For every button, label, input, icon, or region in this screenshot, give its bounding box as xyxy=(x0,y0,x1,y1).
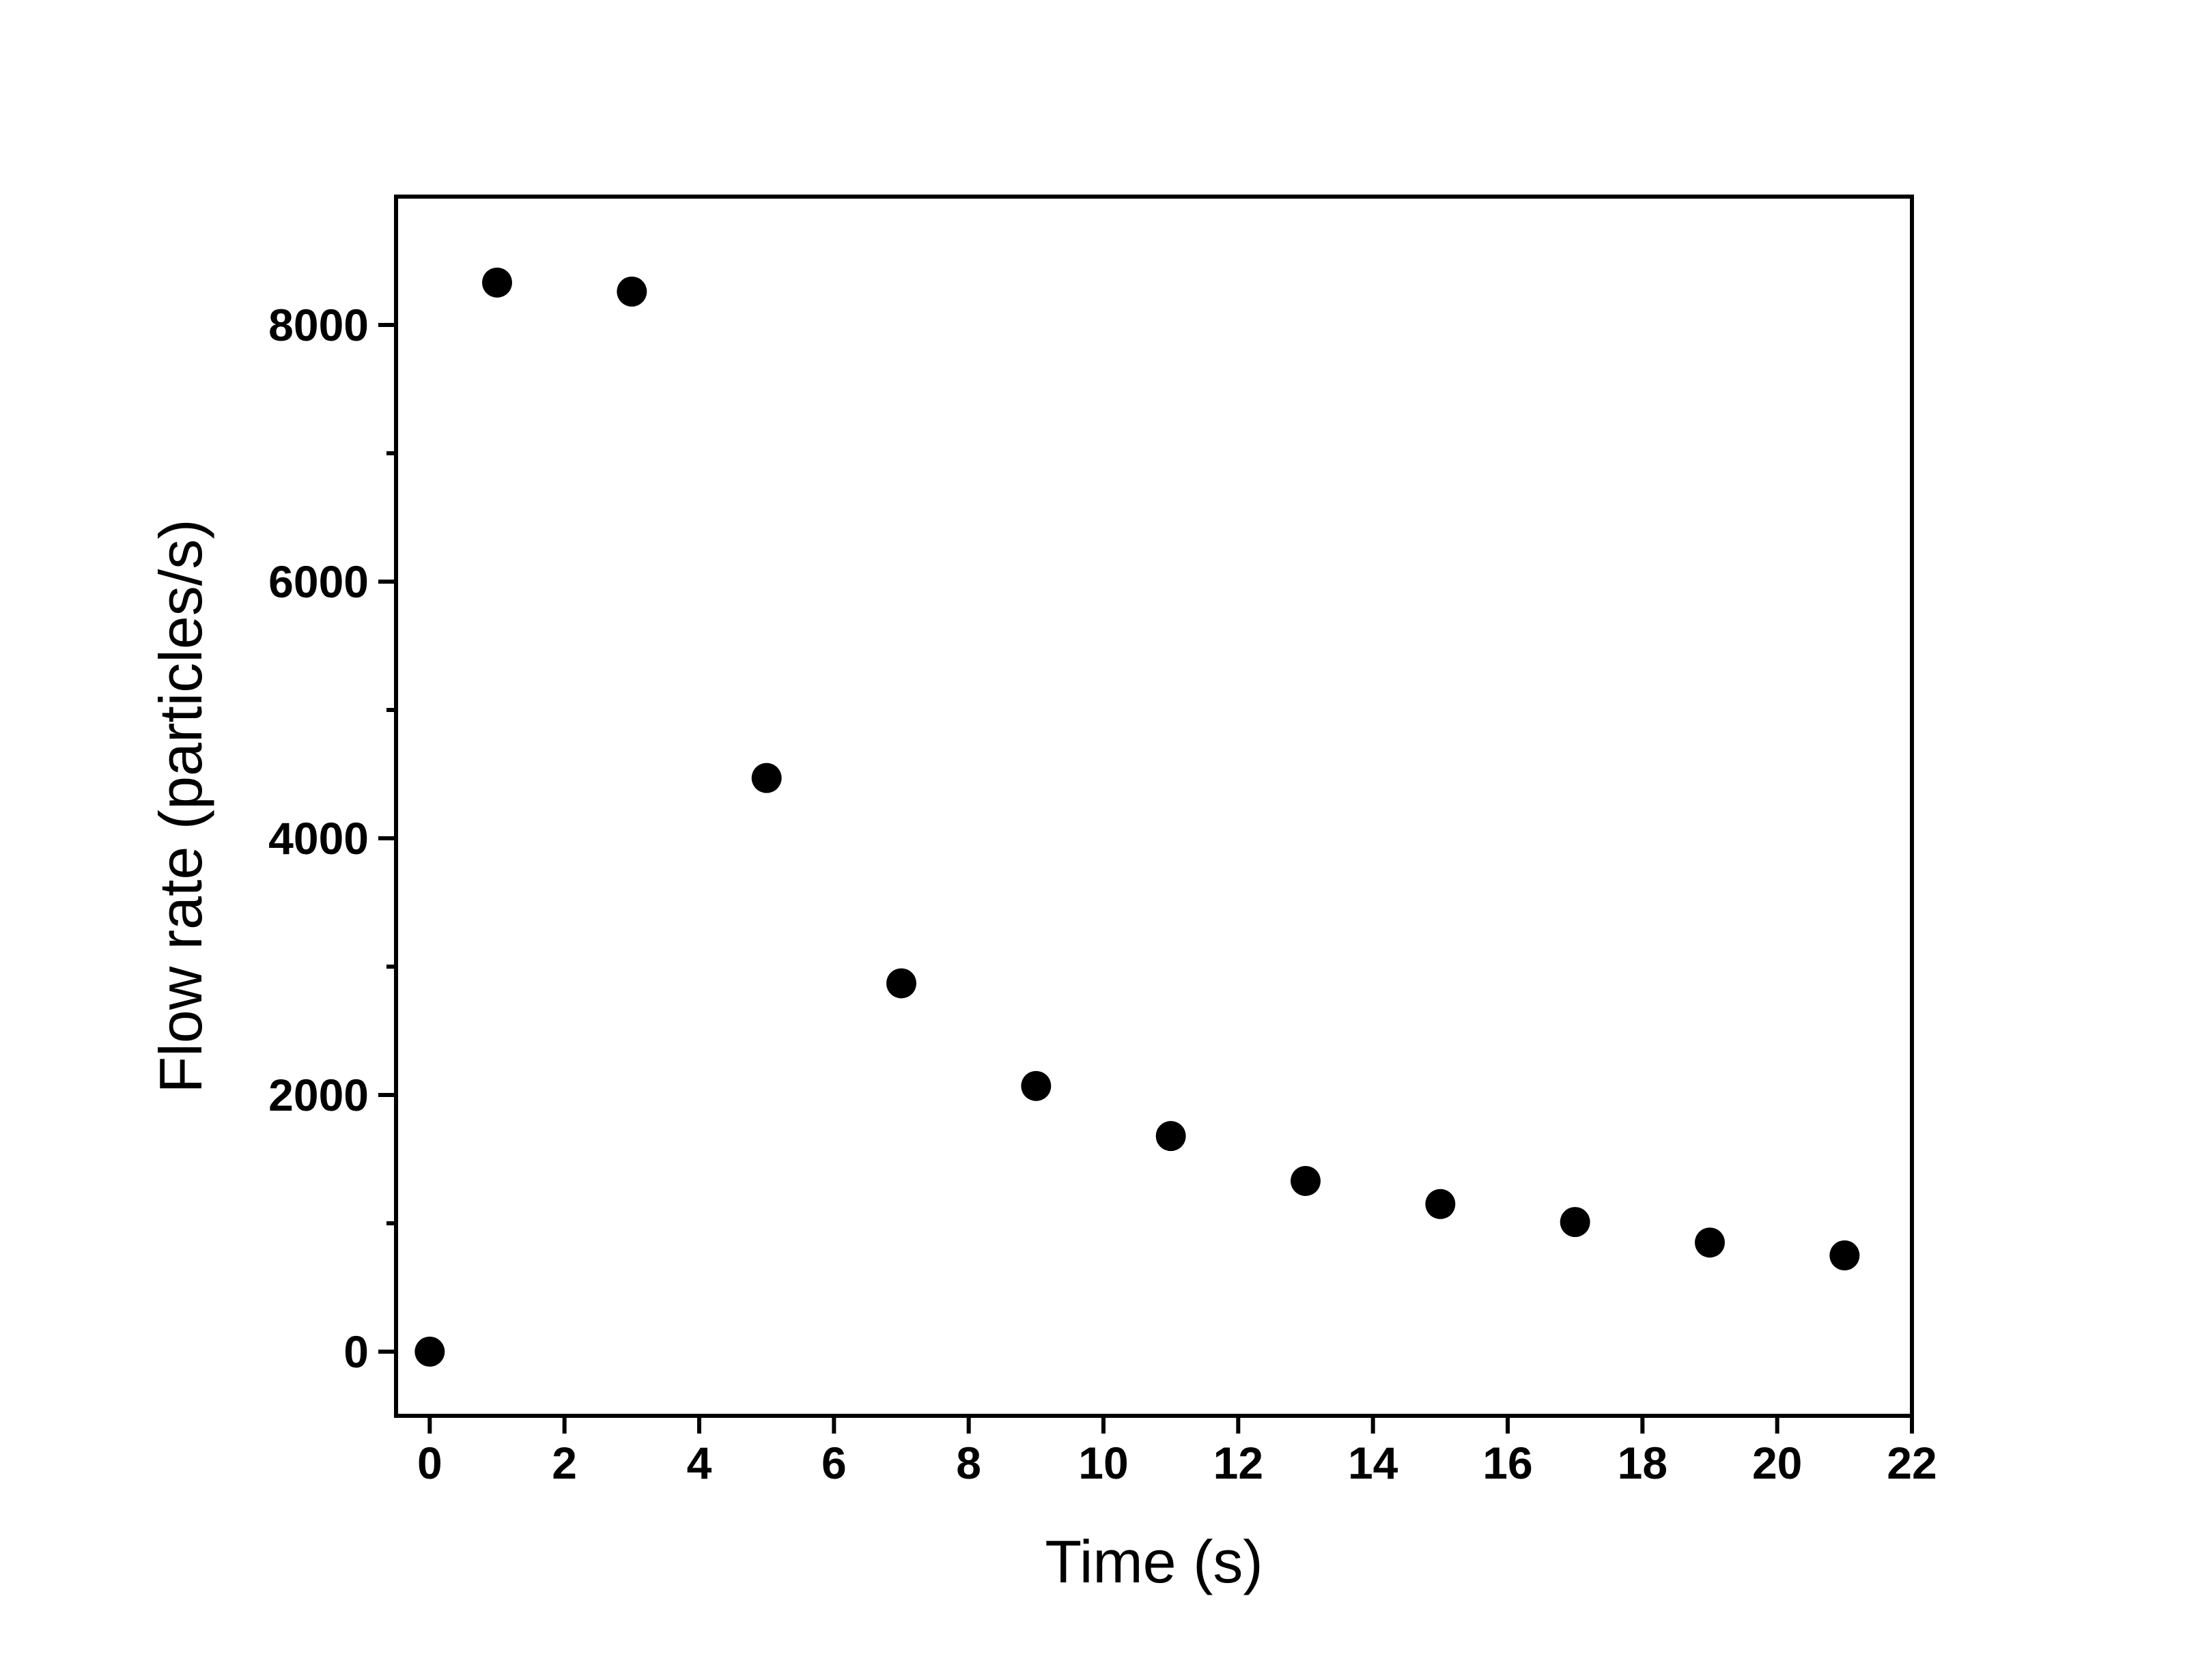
data-point xyxy=(1695,1227,1725,1258)
data-point xyxy=(1560,1207,1590,1238)
y-axis-ticks: 0 2000 4000 6000 8000 xyxy=(268,300,396,1377)
x-tick-label: 4 xyxy=(687,1438,712,1488)
data-point xyxy=(1829,1240,1860,1270)
data-point xyxy=(1425,1188,1456,1219)
y-tick-label: 6000 xyxy=(268,556,369,607)
x-tick-label: 8 xyxy=(956,1438,981,1488)
data-point xyxy=(482,267,512,298)
x-axis-ticks: 0 2 4 6 8 10 12 14 16 18 20 22 xyxy=(417,1416,1937,1488)
x-tick-label: 6 xyxy=(821,1438,847,1488)
data-point xyxy=(751,763,782,793)
data-point xyxy=(414,1337,445,1367)
data-points xyxy=(414,267,1860,1367)
data-point xyxy=(1021,1070,1052,1101)
data-point xyxy=(617,276,647,307)
x-tick-label: 12 xyxy=(1213,1438,1263,1488)
y-tick-label: 2000 xyxy=(268,1070,369,1120)
data-point xyxy=(1291,1165,1321,1196)
x-tick-label: 22 xyxy=(1887,1438,1937,1488)
x-tick-label: 10 xyxy=(1078,1438,1128,1488)
x-tick-label: 20 xyxy=(1752,1438,1802,1488)
data-point xyxy=(1155,1121,1186,1152)
x-tick-label: 18 xyxy=(1618,1438,1667,1488)
x-tick-label: 2 xyxy=(552,1438,577,1488)
y-axis-title: Flow rate (particles/s) xyxy=(147,519,214,1093)
plot-frame xyxy=(394,195,1914,1418)
x-tick-label: 16 xyxy=(1482,1438,1532,1488)
x-tick-label: 14 xyxy=(1348,1438,1398,1488)
y-tick-label: 8000 xyxy=(268,300,369,350)
x-tick-label: 0 xyxy=(417,1438,442,1488)
x-axis-title: Time (s) xyxy=(1045,1528,1263,1595)
y-tick-label: 4000 xyxy=(268,813,369,864)
data-point xyxy=(886,968,916,999)
y-tick-label: 0 xyxy=(343,1326,369,1377)
